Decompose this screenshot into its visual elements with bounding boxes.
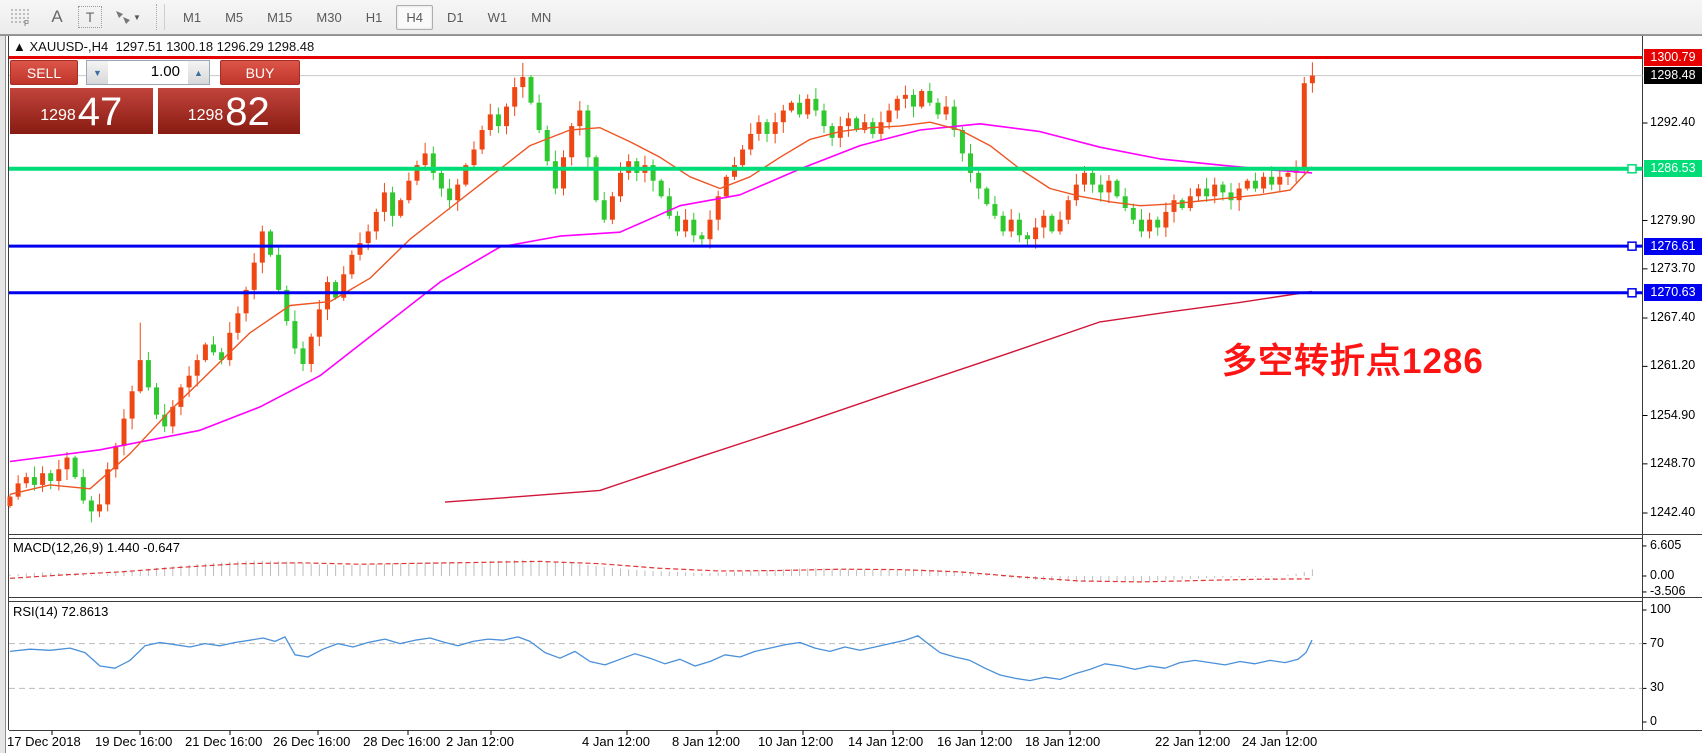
sell-price-big-digits: 47 <box>77 90 123 134</box>
buy-price-big-digits: 82 <box>225 90 270 134</box>
text-label-tool-icon[interactable]: T <box>78 6 102 28</box>
timeframe-buttons: M1 M5 M15 M30 H1 H4 D1 W1 MN <box>171 4 563 30</box>
toolbar: F A T ▼ M1 M5 M15 M30 H1 H4 D1 W1 MN <box>0 0 1702 35</box>
text-tool-icon[interactable]: A <box>51 7 63 26</box>
one-click-trade-panel: SELL ▼ 1.00 ▲ BUY 1298 47 1298 82 <box>10 60 300 134</box>
timeframe-button-h4[interactable]: H4 <box>396 4 433 30</box>
volume-input[interactable]: 1.00 <box>108 61 188 84</box>
timeframe-button-m1[interactable]: M1 <box>183 9 202 25</box>
sell-price-display: 1298 47 <box>10 88 153 134</box>
buy-button[interactable]: BUY <box>220 60 300 85</box>
timeframe-button-m15[interactable]: M15 <box>267 9 293 25</box>
timeframe-button-m30[interactable]: M30 <box>316 9 342 25</box>
toolbar-separator <box>156 4 165 30</box>
sell-button[interactable]: SELL <box>10 60 78 85</box>
timeframe-button-m5[interactable]: M5 <box>225 9 244 25</box>
volume-decrease-button[interactable]: ▼ <box>87 61 108 84</box>
arrows-tool-icon[interactable]: ▼ <box>108 4 146 30</box>
timeframe-button-w1[interactable]: W1 <box>487 9 508 25</box>
dropdown-caret-icon[interactable]: ▼ <box>133 12 141 22</box>
sell-price-prefix: 1298 <box>40 107 76 124</box>
timeframe-button-mn[interactable]: MN <box>531 9 552 25</box>
buy-price-prefix: 1298 <box>187 107 224 124</box>
volume-increase-button[interactable]: ▲ <box>188 61 209 84</box>
svg-text:F: F <box>24 19 29 26</box>
fibonacci-grid-icon[interactable]: F <box>6 4 36 30</box>
buy-price-display: 1298 82 <box>157 88 300 134</box>
timeframe-button-d1[interactable]: D1 <box>446 9 464 25</box>
timeframe-button-h1[interactable]: H1 <box>365 9 383 25</box>
